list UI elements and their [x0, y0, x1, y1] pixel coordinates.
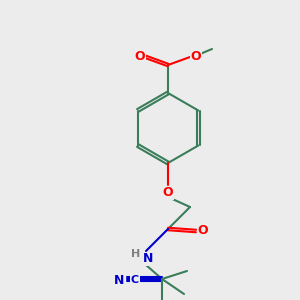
Text: N: N [114, 274, 124, 286]
Text: N: N [143, 253, 153, 266]
Text: O: O [135, 50, 145, 62]
Text: O: O [198, 224, 208, 238]
Text: O: O [163, 187, 173, 200]
Text: O: O [191, 50, 201, 62]
Text: C: C [131, 275, 139, 285]
Text: H: H [131, 249, 141, 259]
